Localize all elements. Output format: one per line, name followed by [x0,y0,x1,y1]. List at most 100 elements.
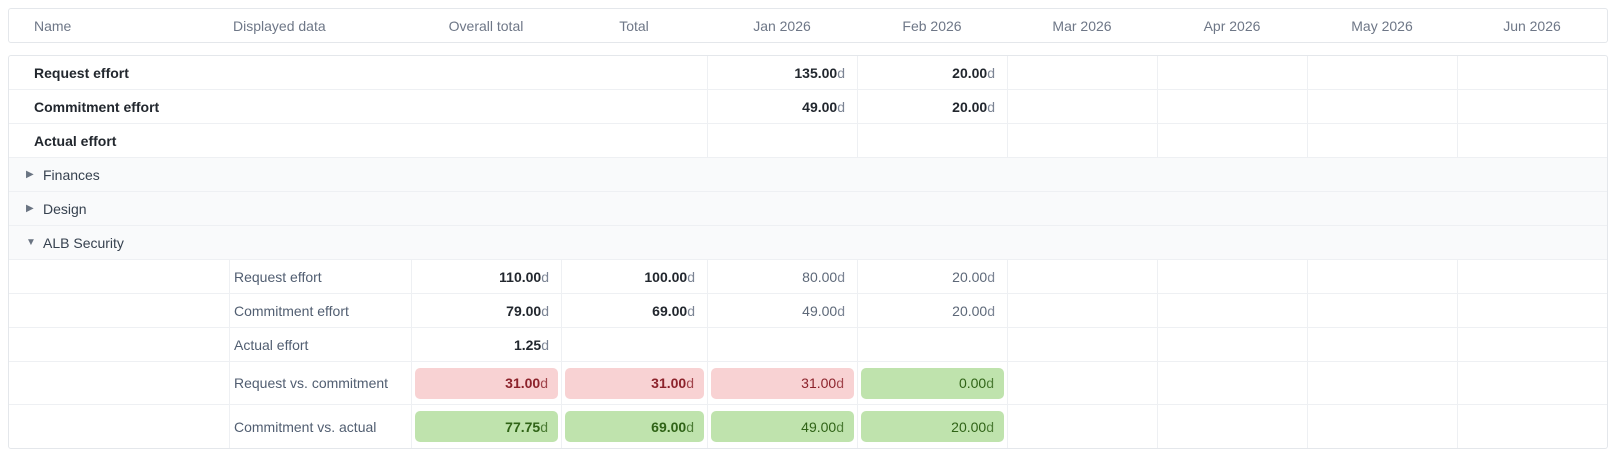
cell-overall: 1.25d [411,328,561,361]
column-header-may-2026: May 2026 [1351,17,1413,34]
cell-m3 [1007,405,1157,448]
cell-m5 [1307,260,1457,293]
cell-m1 [707,124,857,157]
cell-m1: 49.00d [707,405,857,448]
cell-m3 [1007,328,1157,361]
displayed-data-label: Request vs. commitment [229,362,411,404]
expand-toggle[interactable]: ▼ ALB Security [9,235,124,251]
table-row-request-effort: Request effort 110.00d 100.00d 80.00d 20.00d [9,260,1607,294]
cell-total: 31.00d [561,362,707,404]
displayed-data-label: Actual effort [229,328,411,361]
unit-suffix: d [541,268,549,285]
unit-suffix: d [686,418,694,435]
cell-m2: 20.00d [857,56,1007,89]
cell-name-empty [9,362,229,404]
cell-m3 [1007,362,1157,404]
unit-suffix: d [987,268,995,285]
cell-m4 [1157,362,1307,404]
cell-m5 [1307,328,1457,361]
unit-suffix: d [837,64,845,81]
effort-value: 79.00d [506,302,549,319]
table-row-alb-security[interactable]: ▼ ALB Security [9,226,1607,260]
cell-m1: 135.00d [707,56,857,89]
table-row-finances[interactable]: ▶ Finances [9,158,1607,192]
column-header-mar-2026: Mar 2026 [1052,17,1112,34]
metric-name: Request effort [34,64,129,81]
unit-suffix: d [541,336,549,353]
effort-value: 69.00d [652,302,695,319]
column-header-overall-total: Overall total [448,17,524,34]
table-row-actual-effort: Actual effort 1.25d [9,328,1607,362]
delta-badge-positive: 77.75d [415,411,558,442]
column-header-feb-2026: Feb 2026 [902,17,962,34]
table-row-request-effort: Request effort 135.00d 20.00d [9,56,1607,90]
cell-m3 [1007,124,1157,157]
triangle-down-icon[interactable]: ▼ [26,237,36,248]
unit-suffix: d [836,418,844,435]
table-body: Request effort 135.00d 20.00d Commitment ef… [8,55,1608,449]
expand-toggle[interactable]: ▶ Finances [9,167,100,183]
cell-m1: 31.00d [707,362,857,404]
cell-name-empty [9,260,229,293]
column-header-jun-2026: Jun 2026 [1503,17,1561,34]
cell-m1: 49.00d [707,90,857,123]
effort-value: 135.00d [794,64,845,81]
unit-suffix: d [540,418,548,435]
table-row-commitment-effort: Commitment effort 79.00d 69.00d 49.00d 20.00… [9,294,1607,328]
table-row-actual-effort: Actual effort [9,124,1607,158]
cell-m6 [1457,124,1607,157]
cell-m6 [1457,56,1607,89]
cell-name-empty [9,294,229,327]
metric-name: Commitment effort [34,98,160,115]
effort-value: 1.25d [513,336,549,353]
cell-m3 [1007,90,1157,123]
cell-overall: 110.00d [411,260,561,293]
column-header-total: Total [619,17,649,34]
cell-name-empty [9,328,229,361]
cell-m1 [707,328,857,361]
effort-value: 31.00d [651,375,694,391]
cell-m6 [1457,260,1607,293]
cell-m1: 49.00d [707,294,857,327]
cell-total [561,328,707,361]
cell-overall: 31.00d [411,362,561,404]
metric-name: Actual effort [34,132,117,149]
cell-m5 [1307,124,1457,157]
group-label: Finances [43,166,100,183]
unit-suffix: d [686,375,694,391]
unit-suffix: d [541,302,549,319]
effort-value: 80.00d [802,268,845,285]
displayed-data-label: Commitment vs. actual [229,405,411,448]
cell-m4 [1157,405,1307,448]
cell-m6 [1457,362,1607,404]
delta-badge-positive: 0.00d [861,367,1004,399]
column-header-displayed-data: Displayed data [233,17,326,34]
cell-m1: 80.00d [707,260,857,293]
effort-value: 49.00d [802,98,845,115]
cell-m2 [857,328,1007,361]
table-row-request-vs-commitment: Request vs. commitment 31.00d 31.00d 31.00d… [9,362,1607,405]
cell-m2 [857,124,1007,157]
effort-value: 20.00d [952,98,995,115]
cell-m2: 0.00d [857,362,1007,404]
cell-m3 [1007,56,1157,89]
effort-value: 110.00d [499,268,549,285]
cell-m2: 20.00d [857,405,1007,448]
effort-value: 20.00d [951,418,994,435]
cell-m2: 20.00d [857,294,1007,327]
cell-m5 [1307,405,1457,448]
effort-value: 20.00d [952,64,995,81]
displayed-data-label: Commitment effort [229,294,411,327]
triangle-right-icon[interactable]: ▶ [26,203,34,214]
effort-value: 77.75d [505,418,548,435]
cell-overall: 79.00d [411,294,561,327]
unit-suffix: d [987,98,995,115]
effort-value: 0.00d [958,375,994,391]
expand-toggle[interactable]: ▶ Design [9,201,87,217]
cell-m3 [1007,260,1157,293]
unit-suffix: d [837,268,845,285]
effort-value: 20.00d [952,302,995,319]
cell-m4 [1157,294,1307,327]
table-row-design[interactable]: ▶ Design [9,192,1607,226]
triangle-right-icon[interactable]: ▶ [26,169,34,180]
